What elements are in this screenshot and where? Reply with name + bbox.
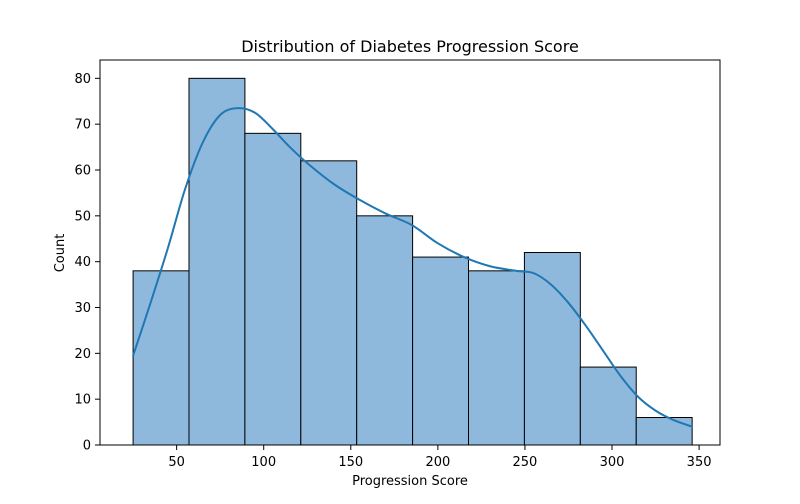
y-tick-label: 40 [74, 255, 91, 270]
histogram-bar [523, 252, 581, 446]
bars-layer [132, 77, 693, 446]
plot-frame [99, 59, 721, 446]
histogram-bar [579, 366, 637, 446]
x-tick-label: 150 [338, 455, 363, 470]
x-tick-label: 250 [513, 455, 538, 470]
histogram-bar [244, 132, 302, 446]
y-tick-label: 10 [74, 393, 91, 408]
histogram-bar [635, 417, 693, 446]
histogram-bar [188, 77, 246, 446]
y-tick-label: 0 [83, 439, 91, 454]
chart-title: Distribution of Diabetes Progression Sco… [241, 37, 579, 56]
histogram-bar [468, 270, 525, 446]
x-tick-label: 350 [687, 455, 712, 470]
x-axis-ticks: 50 100 150 200 250 300 350 [168, 445, 712, 470]
y-tick-label: 70 [74, 118, 91, 133]
y-tick-label: 30 [74, 301, 91, 316]
histogram-bar [412, 256, 470, 446]
histogram-bar [132, 270, 190, 446]
x-tick-label: 100 [251, 455, 276, 470]
y-tick-label: 20 [74, 347, 91, 362]
y-tick-label: 60 [74, 164, 91, 179]
y-axis-label: Count [53, 234, 68, 273]
histogram-bar [356, 215, 414, 446]
histogram-bar [300, 160, 358, 446]
y-axis-ticks: 0 10 20 30 40 50 60 70 80 [74, 72, 100, 454]
x-tick-label: 200 [425, 455, 450, 470]
y-tick-label: 80 [74, 72, 91, 87]
x-axis-label: Progression Score [352, 474, 468, 489]
x-tick-label: 300 [600, 455, 625, 470]
kde-curve [132, 107, 694, 428]
x-tick-label: 50 [168, 455, 185, 470]
y-tick-label: 50 [74, 209, 91, 224]
